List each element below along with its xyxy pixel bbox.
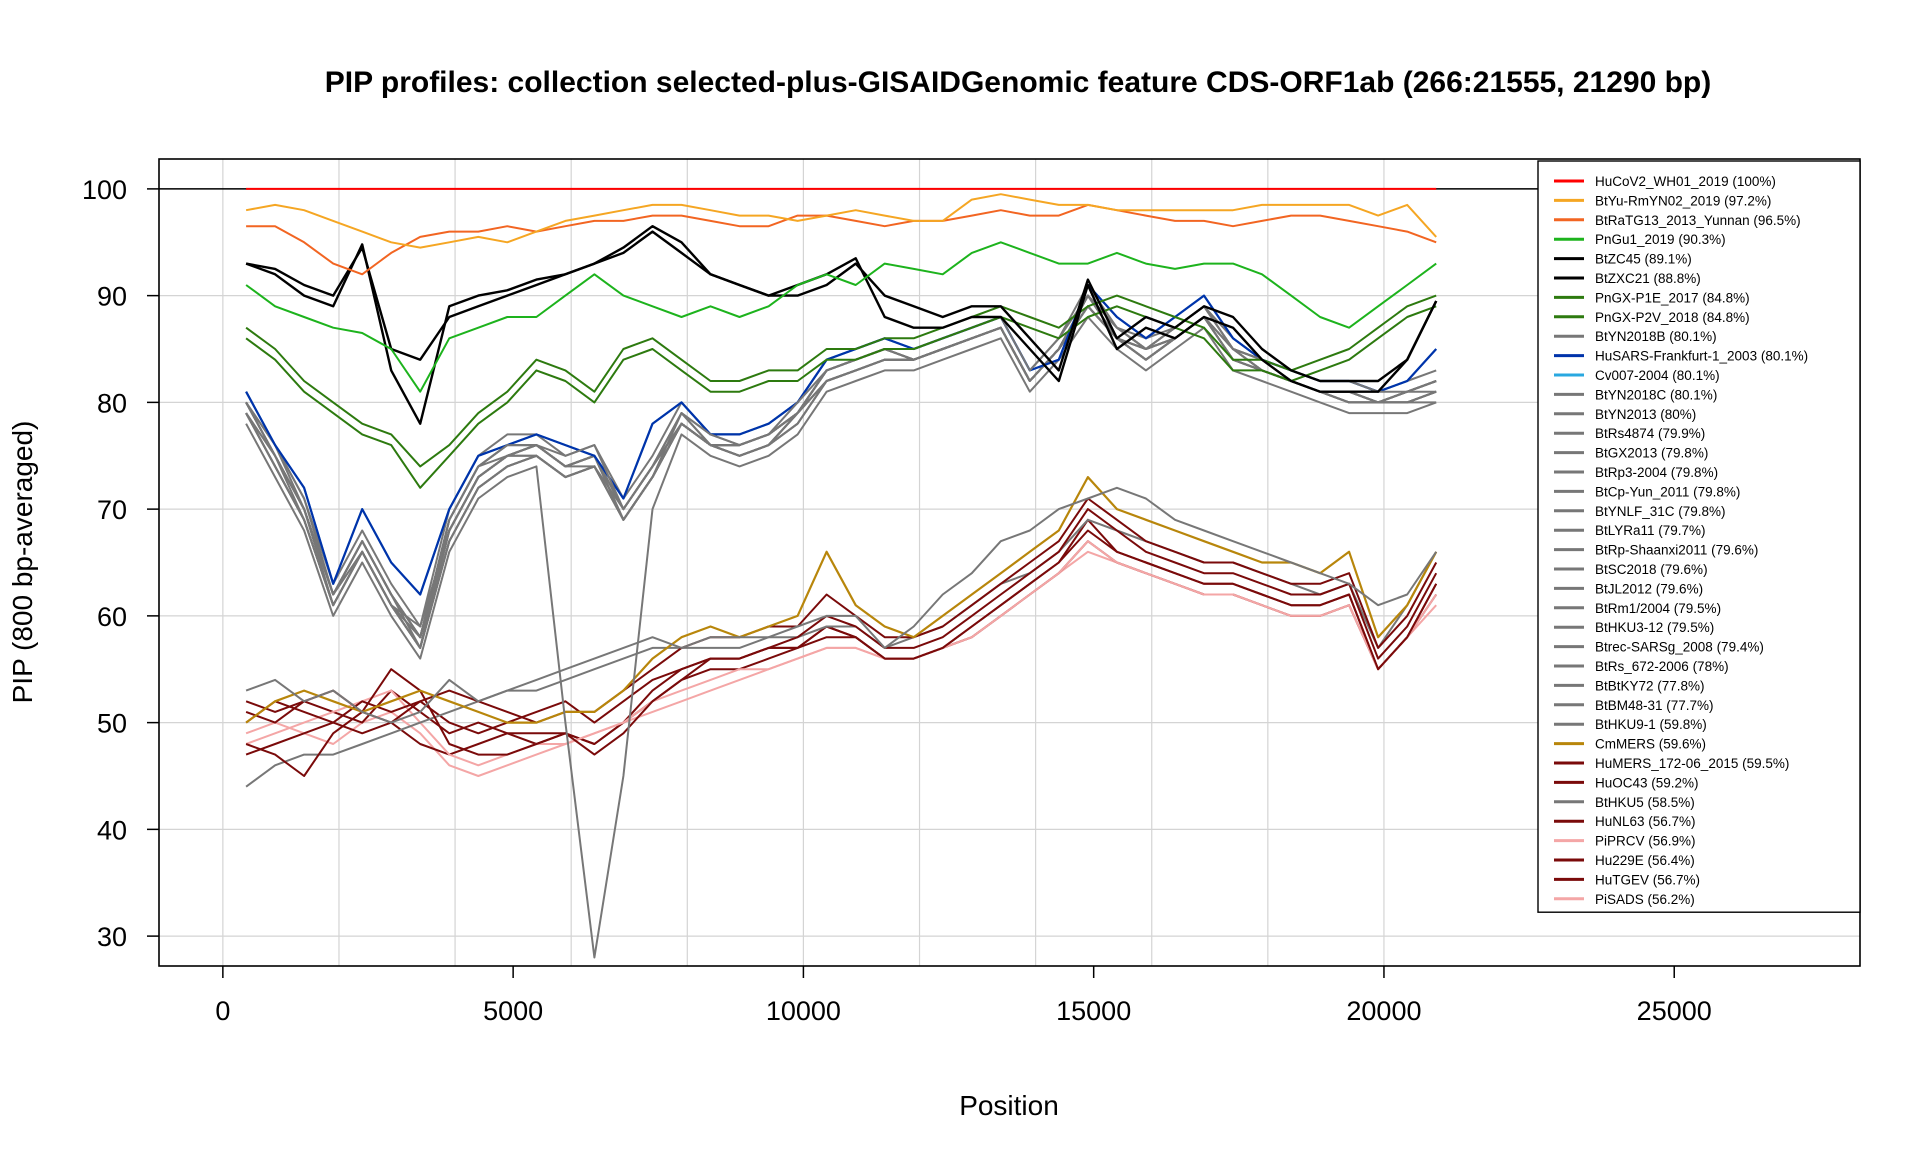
legend-label: BtGX2013 (79.8%)	[1595, 446, 1708, 461]
legend-label: BtBM48-31 (77.7%)	[1595, 698, 1714, 713]
y-tick-label: 60	[97, 602, 127, 632]
legend-label: BtLYRa11 (79.7%)	[1595, 523, 1706, 538]
y-tick-label: 40	[97, 815, 127, 845]
legend-label: BtRp-Shaanxi2011 (79.6%)	[1595, 543, 1758, 558]
legend-label: PiPRCV (56.9%)	[1595, 834, 1696, 849]
series-line	[245, 294, 1437, 639]
legend-label: BtHKU3-12 (79.5%)	[1595, 620, 1714, 635]
series-line	[245, 294, 1437, 639]
series-line	[245, 476, 1438, 724]
x-tick-label: 5000	[483, 996, 543, 1026]
y-tick-label: 50	[97, 709, 127, 739]
legend-label: BtRaTG13_2013_Yunnan (96.5%)	[1595, 213, 1801, 228]
legend-label: BtZXC21 (88.8%)	[1595, 271, 1701, 286]
legend-label: HuOC43 (59.2%)	[1595, 775, 1699, 790]
legend-label: BtYN2013 (80%)	[1595, 407, 1696, 422]
series-line	[245, 294, 1437, 649]
x-axis: 0 5000 10000 15000 20000 25000	[215, 966, 1712, 1026]
series-line	[245, 550, 1437, 777]
y-tick-label: 80	[97, 388, 127, 418]
series-line	[245, 486, 1438, 724]
series-line	[245, 294, 1437, 639]
series-line	[245, 294, 1437, 639]
series-line	[245, 305, 1437, 489]
series-line	[245, 294, 1437, 639]
x-tick-label: 0	[215, 996, 230, 1026]
legend-label: BtRs_672-2006 (78%)	[1595, 659, 1729, 674]
legend-label: CmMERS (59.6%)	[1595, 737, 1706, 752]
series-line	[245, 294, 1437, 639]
x-tick-label: 25000	[1637, 996, 1712, 1026]
chart-title: PIP profiles: collection selected-plus-G…	[325, 66, 1712, 99]
legend-label: HuSARS-Frankfurt-1_2003 (80.1%)	[1595, 349, 1808, 364]
series-line	[245, 284, 1437, 628]
legend-label: BtZC45 (89.1%)	[1595, 252, 1692, 267]
legend-label: BtBtKY72 (77.8%)	[1595, 678, 1705, 693]
series-line	[245, 540, 1438, 767]
series-line	[245, 283, 1438, 596]
legend-label: HuCoV2_WH01_2019 (100%)	[1595, 174, 1776, 189]
series-line	[245, 316, 1437, 959]
legend-label: Cv007-2004 (80.1%)	[1595, 368, 1720, 383]
x-axis-label: Position	[959, 1090, 1059, 1121]
legend-label: Hu229E (56.4%)	[1595, 853, 1695, 868]
legend-label: PnGX-P2V_2018 (84.8%)	[1595, 310, 1750, 325]
x-tick-label: 10000	[766, 996, 841, 1026]
legend-label: HuNL63 (56.7%)	[1595, 814, 1696, 829]
legend-label: BtHKU5 (58.5%)	[1595, 795, 1695, 810]
series-line	[245, 294, 1437, 639]
x-tick-label: 20000	[1346, 996, 1421, 1026]
series-line	[245, 294, 1437, 639]
legend-label: BtJL2012 (79.6%)	[1595, 581, 1703, 596]
series-line	[245, 284, 1437, 596]
legend-label: BtYN2018C (80.1%)	[1595, 387, 1717, 402]
series-line	[245, 529, 1438, 735]
y-axis-label: PIP (800 bp-averaged)	[7, 421, 38, 704]
legend-label: HuTGEV (56.7%)	[1595, 872, 1700, 887]
legend-label: BtRs4874 (79.9%)	[1595, 426, 1705, 441]
legend-label: PnGX-P1E_2017 (84.8%)	[1595, 290, 1750, 305]
legend-label: HuMERS_172-06_2015 (59.5%)	[1595, 756, 1789, 771]
series-line	[245, 224, 1438, 425]
legend-label: PnGu1_2019 (90.3%)	[1595, 232, 1726, 247]
legend-box	[1537, 160, 1861, 913]
legend-label: BtSC2018 (79.6%)	[1595, 562, 1708, 577]
legend-label: BtYN2018B (80.1%)	[1595, 329, 1717, 344]
series-line	[245, 294, 1437, 468]
series-line	[245, 305, 1437, 628]
series-line	[245, 193, 1437, 249]
series-line	[246, 203, 1437, 276]
legend-label: BtCp-Yun_2011 (79.8%)	[1595, 484, 1740, 499]
legend-label: PiSADS (56.2%)	[1595, 892, 1695, 907]
y-tick-label: 100	[82, 175, 127, 205]
y-tick-label: 70	[97, 495, 127, 525]
y-tick-label: 90	[97, 282, 127, 312]
legend-label: BtYu-RmYN02_2019 (97.2%)	[1595, 193, 1771, 208]
series-line	[245, 497, 1438, 724]
plot-series	[245, 187, 1438, 959]
legend-label: Btrec-SARSg_2008 (79.4%)	[1595, 640, 1764, 655]
legend-label: BtHKU9-1 (59.8%)	[1595, 717, 1707, 732]
series-line	[245, 508, 1438, 777]
legend-label: BtRm1/2004 (79.5%)	[1595, 601, 1721, 616]
legend-label: BtYNLF_31C (79.8%)	[1595, 504, 1726, 519]
legend-label: BtRp3-2004 (79.8%)	[1595, 465, 1718, 480]
legend: HuCoV2_WH01_2019 (100%) BtYu-RmYN02_2019 …	[1537, 160, 1861, 913]
series-line	[245, 241, 1437, 393]
y-axis: 30 40 50 60 70 80 90 100	[82, 175, 159, 952]
y-tick-label: 30	[97, 922, 127, 952]
x-tick-label: 15000	[1056, 996, 1131, 1026]
series-line	[245, 230, 1438, 383]
